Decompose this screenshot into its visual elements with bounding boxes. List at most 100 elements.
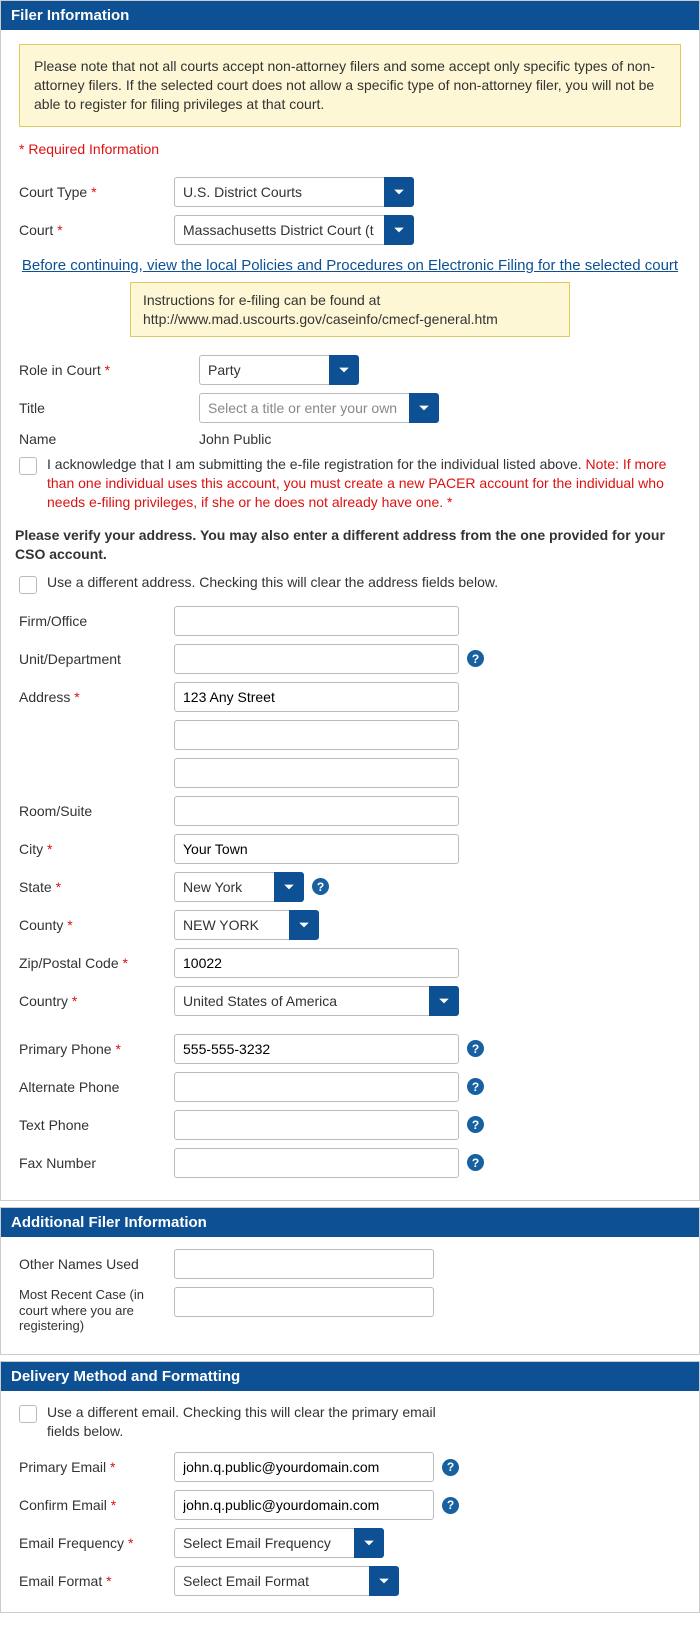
country-label: Country *: [19, 993, 174, 1009]
help-icon[interactable]: ?: [467, 650, 484, 667]
email-format-label: Email Format *: [19, 1573, 174, 1589]
room-suite-row: Room/Suite: [19, 796, 681, 826]
email-frequency-value: Select Email Frequency: [174, 1528, 354, 1558]
title-placeholder: Select a title or enter your own: [199, 393, 409, 423]
country-select[interactable]: United States of America: [174, 986, 459, 1016]
recent-case-row: Most Recent Case (in court where you are…: [19, 1287, 681, 1334]
required-information-note: * Required Information: [19, 141, 681, 157]
county-select[interactable]: NEW YORK: [174, 910, 319, 940]
court-type-label: Court Type *: [19, 184, 174, 200]
verify-address-text: Please verify your address. You may also…: [15, 526, 685, 564]
role-in-court-value: Party: [199, 355, 329, 385]
chevron-down-icon[interactable]: [384, 215, 414, 245]
county-value: NEW YORK: [174, 910, 289, 940]
primary-phone-input[interactable]: [174, 1034, 459, 1064]
filer-information-body: Please note that not all courts accept n…: [1, 30, 699, 1200]
confirm-email-input[interactable]: [174, 1490, 434, 1520]
unit-department-input[interactable]: [174, 644, 459, 674]
role-in-court-row: Role in Court * Party: [19, 355, 681, 385]
firm-office-input[interactable]: [174, 606, 459, 636]
unit-department-label: Unit/Department: [19, 651, 174, 667]
other-names-label: Other Names Used: [19, 1256, 174, 1272]
court-value: Massachusetts District Court (t: [174, 215, 384, 245]
help-icon[interactable]: ?: [442, 1459, 459, 1476]
room-suite-input[interactable]: [174, 796, 459, 826]
court-type-value: U.S. District Courts: [174, 177, 384, 207]
address-input-3[interactable]: [174, 758, 459, 788]
confirm-email-row: Confirm Email * ?: [19, 1490, 681, 1520]
email-format-row: Email Format * Select Email Format: [19, 1566, 681, 1596]
help-icon[interactable]: ?: [467, 1040, 484, 1057]
text-phone-row: Text Phone ?: [19, 1110, 681, 1140]
delivery-method-panel: Delivery Method and Formatting Use a dif…: [0, 1361, 700, 1614]
acknowledgement-text: I acknowledge that I am submitting the e…: [47, 455, 681, 512]
primary-email-input[interactable]: [174, 1452, 434, 1482]
help-icon[interactable]: ?: [467, 1116, 484, 1133]
delivery-method-header: Delivery Method and Formatting: [1, 1362, 699, 1391]
state-value: New York: [174, 872, 274, 902]
county-label: County *: [19, 917, 174, 933]
text-phone-label: Text Phone: [19, 1117, 174, 1133]
non-attorney-notice: Please note that not all courts accept n…: [19, 44, 681, 127]
court-type-select[interactable]: U.S. District Courts: [174, 177, 414, 207]
chevron-down-icon[interactable]: [409, 393, 439, 423]
confirm-email-label: Confirm Email *: [19, 1497, 174, 1513]
chevron-down-icon[interactable]: [429, 986, 459, 1016]
court-row: Court * Massachusetts District Court (t: [19, 215, 681, 245]
chevron-down-icon[interactable]: [354, 1528, 384, 1558]
help-icon[interactable]: ?: [442, 1497, 459, 1514]
other-names-row: Other Names Used: [19, 1249, 681, 1279]
firm-office-label: Firm/Office: [19, 613, 174, 629]
zip-label: Zip/Postal Code *: [19, 955, 174, 971]
email-frequency-label: Email Frequency *: [19, 1535, 174, 1551]
help-icon[interactable]: ?: [467, 1078, 484, 1095]
use-different-address-label: Use a different address. Checking this w…: [47, 574, 498, 590]
zip-row: Zip/Postal Code *: [19, 948, 681, 978]
chevron-down-icon[interactable]: [329, 355, 359, 385]
acknowledgement-checkbox[interactable]: [19, 457, 37, 475]
additional-filer-panel: Additional Filer Information Other Names…: [0, 1207, 700, 1355]
name-row: Name John Public: [19, 431, 681, 447]
chevron-down-icon[interactable]: [384, 177, 414, 207]
city-label: City *: [19, 841, 174, 857]
acknowledgement-row: I acknowledge that I am submitting the e…: [19, 455, 681, 512]
title-label: Title: [19, 400, 199, 416]
recent-case-input[interactable]: [174, 1287, 434, 1317]
fax-number-row: Fax Number ?: [19, 1148, 681, 1178]
unit-department-row: Unit/Department ?: [19, 644, 681, 674]
chevron-down-icon[interactable]: [369, 1566, 399, 1596]
other-names-input[interactable]: [174, 1249, 434, 1279]
email-frequency-select[interactable]: Select Email Frequency: [174, 1528, 384, 1558]
court-label: Court *: [19, 222, 174, 238]
help-icon[interactable]: ?: [312, 878, 329, 895]
city-input[interactable]: [174, 834, 459, 864]
state-label: State *: [19, 879, 174, 895]
email-format-select[interactable]: Select Email Format: [174, 1566, 399, 1596]
fax-number-input[interactable]: [174, 1148, 459, 1178]
zip-input[interactable]: [174, 948, 459, 978]
additional-filer-header: Additional Filer Information: [1, 1208, 699, 1237]
address-input-1[interactable]: [174, 682, 459, 712]
help-icon[interactable]: ?: [467, 1154, 484, 1171]
alternate-phone-input[interactable]: [174, 1072, 459, 1102]
alternate-phone-label: Alternate Phone: [19, 1079, 174, 1095]
chevron-down-icon[interactable]: [274, 872, 304, 902]
use-different-email-checkbox[interactable]: [19, 1405, 37, 1423]
state-select[interactable]: New York: [174, 872, 304, 902]
recent-case-label: Most Recent Case (in court where you are…: [19, 1287, 174, 1334]
filer-information-panel: Filer Information Please note that not a…: [0, 0, 700, 1201]
title-select[interactable]: Select a title or enter your own: [199, 393, 439, 423]
chevron-down-icon[interactable]: [289, 910, 319, 940]
court-type-row: Court Type * U.S. District Courts: [19, 177, 681, 207]
policies-link[interactable]: Before continuing, view the local Polici…: [22, 257, 678, 274]
text-phone-input[interactable]: [174, 1110, 459, 1140]
country-value: United States of America: [174, 986, 429, 1016]
use-different-address-checkbox[interactable]: [19, 576, 37, 594]
address-input-2[interactable]: [174, 720, 459, 750]
email-format-value: Select Email Format: [174, 1566, 369, 1596]
use-different-email-row: Use a different email. Checking this wil…: [19, 1403, 681, 1441]
role-in-court-label: Role in Court *: [19, 362, 199, 378]
court-select[interactable]: Massachusetts District Court (t: [174, 215, 414, 245]
role-in-court-select[interactable]: Party: [199, 355, 359, 385]
address-row-2: [19, 720, 681, 750]
